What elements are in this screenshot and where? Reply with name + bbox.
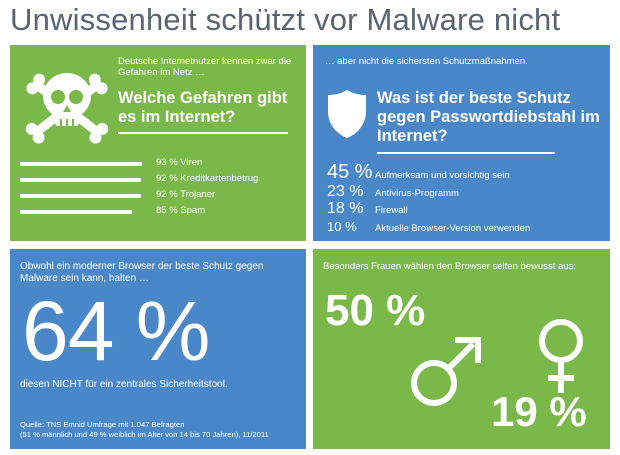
protection-pct: 23 % <box>327 183 364 200</box>
dangers-question: Welche Gefahren gibt es im Internet? <box>118 89 288 126</box>
protection-pct: 45 % <box>327 161 373 183</box>
skull-crossbones-icon <box>25 73 109 144</box>
protection-item-4: 10 % Aktuelle Browser-Version verwenden <box>327 218 530 236</box>
shield-icon <box>328 90 366 138</box>
protection-label: Antivirus-Programm <box>375 188 459 199</box>
source-line: (51 % männlich und 49 % weiblich im Alte… <box>20 430 269 439</box>
page-title: Unwissenheit schützt vor Malware nicht <box>10 2 561 37</box>
dangers-intro: Deutsche Internetnutzer kennen zwar die … <box>118 56 292 78</box>
danger-bar-spam <box>20 210 132 214</box>
dangers-panel: Deutsche Internetnutzer kennen zwar die … <box>10 45 306 241</box>
female-percentage: 19 % <box>491 388 587 435</box>
protection-label: Aktuelle Browser-Version verwenden <box>375 223 531 234</box>
protection-item-1: 45 % Aufmerksam und vorsichtig sein <box>327 161 510 184</box>
danger-item-spam: 85 % Spam <box>156 205 206 216</box>
protection-label: Firewall <box>375 205 408 216</box>
danger-item-trojaner: 92 % Trojaner <box>156 189 216 200</box>
danger-bar-trojaner <box>20 194 141 198</box>
danger-item-kreditkarte: 92 % Kreditkartenbetrug <box>156 173 259 184</box>
source-line: Quelle: TNS Emnid Umfrage mit 1.047 Befr… <box>20 420 185 429</box>
danger-item-viren: 93 % Viren <box>156 157 203 168</box>
gender-intro: Besonders Frauen wählen den Browser selt… <box>323 261 576 272</box>
male-percentage: 50 % <box>325 286 426 335</box>
protection-panel: … aber nicht die sichersten Schutzmaßnah… <box>313 45 610 241</box>
gender-panel: Besonders Frauen wählen den Browser selt… <box>313 249 610 449</box>
question-underline <box>377 152 555 154</box>
protection-intro: … aber nicht die sichersten Schutzmaßnah… <box>325 56 528 67</box>
protection-pct: 10 % <box>327 219 357 234</box>
danger-bar-kreditkarte <box>20 178 141 182</box>
protection-item-2: 23 % Antivirus-Programm <box>327 183 459 201</box>
question-underline <box>118 132 288 134</box>
female-symbol-icon <box>539 319 583 393</box>
browser-intro: Obwohl ein moderner Browser der beste Sc… <box>20 261 264 284</box>
danger-bar-viren <box>20 162 142 166</box>
male-symbol-icon <box>411 337 481 406</box>
protection-question: Was ist der beste Schutz gegen Passwortd… <box>377 89 600 145</box>
browser-panel: Obwohl ein moderner Browser der beste Sc… <box>10 249 306 449</box>
big-percentage: 64 % <box>22 284 210 378</box>
protection-item-3: 18 % Firewall <box>327 200 408 218</box>
protection-label: Aufmerksam und vorsichtig sein <box>375 170 510 181</box>
source-note: Quelle: TNS Emnid Umfrage mit 1.047 Befr… <box>20 420 269 440</box>
browser-statement: diesen NICHT für ein zentrales Sicherhei… <box>20 379 228 390</box>
protection-pct: 18 % <box>327 200 364 217</box>
